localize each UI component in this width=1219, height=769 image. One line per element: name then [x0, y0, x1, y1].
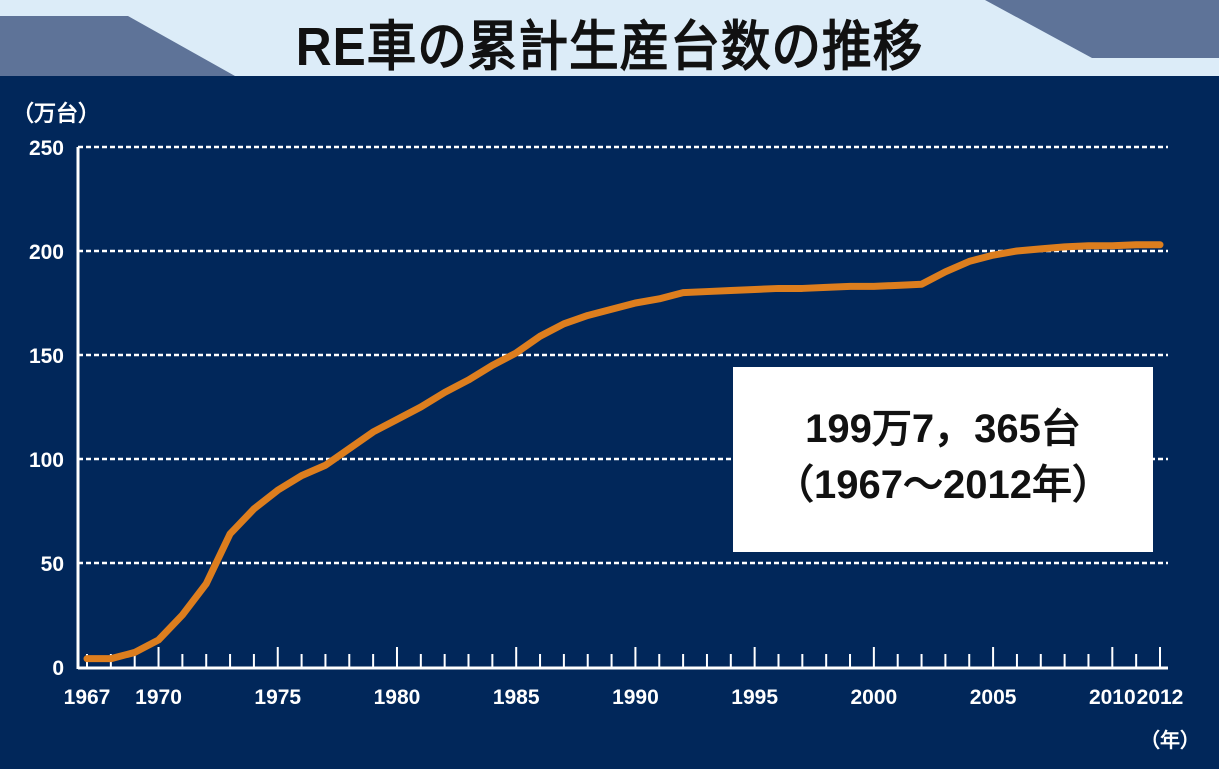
- y-axis-unit: （万台）: [12, 101, 101, 126]
- y-tick-label: 50: [41, 553, 64, 576]
- x-tick-label: 1975: [254, 686, 301, 709]
- x-tick-label: 1980: [374, 686, 421, 709]
- x-tick-label: 2005: [970, 686, 1017, 709]
- x-axis-unit: （年）: [1140, 730, 1200, 752]
- title-banner: [0, 0, 1219, 76]
- x-tick-label: 1970: [135, 686, 182, 709]
- y-tick-label: 150: [29, 345, 64, 368]
- x-tick-label: 1967: [64, 686, 111, 709]
- y-tick-label: 0: [52, 657, 64, 680]
- y-tick-label: 200: [29, 241, 64, 264]
- y-tick-label: 250: [29, 137, 64, 160]
- x-tick-label: 2010: [1089, 686, 1136, 709]
- annotation-period: （1967〜2012年）: [774, 463, 1112, 507]
- series-line: [83, 241, 1164, 663]
- y-tick-label: 100: [29, 449, 64, 472]
- x-tick-label: 1985: [493, 686, 540, 709]
- x-tick-label: 1990: [612, 686, 659, 709]
- x-tick-label: 2012: [1137, 686, 1184, 709]
- annotation-total: 199万7，365台: [805, 407, 1081, 451]
- x-tick-label: 2000: [851, 686, 898, 709]
- total-annotation: 199万7，365台 （1967〜2012年）: [733, 367, 1153, 552]
- x-tick-label: 1995: [731, 686, 778, 709]
- chart-title: RE車の累計生産台数の推移: [295, 17, 924, 77]
